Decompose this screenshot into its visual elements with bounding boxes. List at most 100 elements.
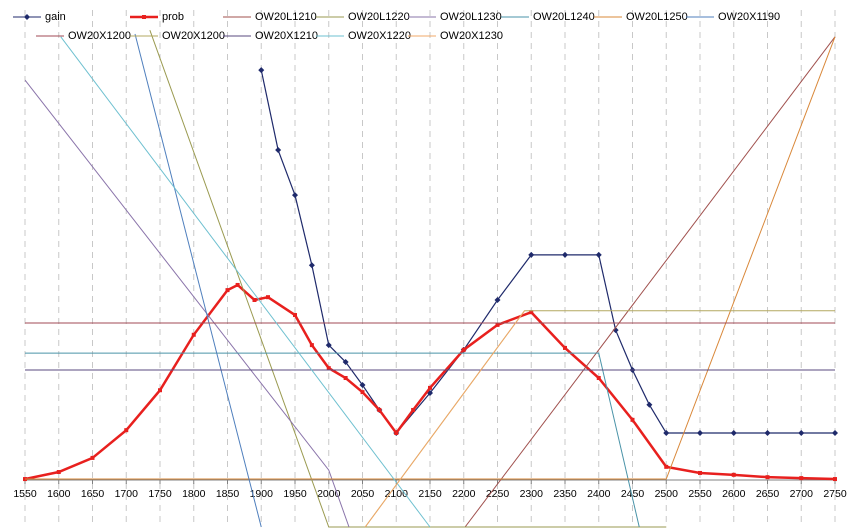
marker: [428, 385, 432, 390]
x-tick-label: 1750: [148, 488, 172, 500]
marker: [730, 430, 737, 436]
marker: [342, 359, 349, 366]
legend-entry: OW20L1240: [501, 11, 595, 23]
marker: [308, 262, 315, 269]
legend-label: OW20L1210: [255, 11, 317, 23]
marker: [343, 376, 348, 381]
marker: [124, 428, 129, 433]
x-tick-label: 1650: [81, 488, 105, 500]
marker: [258, 67, 265, 74]
legend-label: OW20X1190: [718, 11, 780, 23]
legend-label: OW20X1220: [348, 30, 411, 42]
marker: [235, 282, 240, 287]
marker: [595, 251, 602, 258]
series-line: [60, 36, 431, 528]
marker: [697, 430, 703, 436]
x-tick-label: 2050: [351, 488, 375, 500]
marker: [562, 251, 568, 258]
marker: [596, 376, 601, 381]
marker: [798, 430, 805, 436]
x-tick-label: 2700: [790, 488, 814, 500]
legend-entry: OW20X1220: [316, 30, 411, 42]
x-tick-label: 2300: [520, 488, 544, 500]
marker: [646, 401, 653, 408]
marker: [612, 327, 619, 334]
marker: [461, 347, 466, 352]
x-tick-label: 1950: [283, 488, 307, 500]
marker: [292, 192, 298, 199]
marker: [833, 477, 837, 482]
x-tick-label: 1850: [216, 488, 240, 500]
x-tick-label: 1550: [13, 488, 37, 500]
marker: [832, 430, 838, 436]
x-tick-label: 1600: [47, 488, 71, 500]
series-line: [25, 36, 836, 480]
legend-entry: OW20X1230: [408, 30, 503, 42]
series-line: [464, 36, 836, 528]
marker: [377, 407, 382, 412]
marker: [494, 296, 501, 303]
marker: [495, 322, 500, 327]
legend-entry: OW20X1190: [686, 11, 780, 23]
x-tick-label: 1800: [182, 488, 206, 500]
x-tick-label: 2200: [452, 488, 476, 500]
marker: [663, 430, 670, 436]
series-line: [149, 30, 667, 528]
legend-entry: prob: [130, 11, 184, 23]
marker: [326, 366, 331, 371]
x-tick-label: 1900: [250, 488, 274, 500]
x-tick-label: 2250: [486, 488, 510, 500]
marker: [529, 310, 534, 315]
marker: [528, 251, 535, 258]
marker: [90, 455, 95, 460]
legend-entry: OW20L1230: [408, 11, 502, 23]
marker: [664, 464, 669, 469]
legend-entry: OW20X1200: [130, 30, 225, 42]
marker: [799, 476, 804, 481]
marker: [225, 288, 230, 293]
legend-entry: OW20L1220: [316, 11, 410, 23]
marker: [360, 390, 365, 395]
series-line: [25, 352, 640, 528]
marker: [764, 430, 771, 436]
series-line: [25, 283, 836, 481]
marker: [252, 297, 257, 302]
legend-label: OW20X1200: [68, 30, 131, 42]
x-tick-label: 2150: [418, 488, 442, 500]
x-tick-label: 2450: [621, 488, 645, 500]
marker: [394, 431, 399, 435]
marker: [630, 417, 635, 422]
marker: [359, 382, 366, 389]
x-tick-label: 2750: [823, 488, 847, 500]
legend-label: OW20L1240: [533, 11, 595, 23]
legend-label: OW20X1200: [162, 30, 225, 42]
series-line: [25, 79, 350, 528]
marker: [325, 342, 332, 349]
marker: [275, 147, 282, 154]
x-tick-label: 2600: [722, 488, 746, 500]
series-line: [260, 70, 835, 434]
marker: [309, 343, 314, 348]
series-line: [364, 310, 525, 528]
legend-label: OW20X1210: [255, 30, 318, 42]
legend-marker: [24, 14, 30, 20]
legend-label: OW20L1230: [440, 11, 502, 23]
legend-entry: OW20X1210: [223, 30, 318, 42]
legend-entry: OW20L1210: [223, 11, 317, 23]
legend-label: prob: [162, 11, 184, 23]
x-tick-label: 2550: [688, 488, 712, 500]
x-tick-label: 2500: [655, 488, 679, 500]
marker: [765, 475, 770, 480]
x-tick-label: 1700: [115, 488, 139, 500]
marker: [56, 470, 61, 475]
series-line: [134, 33, 262, 528]
x-tick-label: 2350: [553, 488, 577, 500]
marker: [411, 407, 416, 412]
legend-entry: gain: [13, 11, 66, 23]
marker: [191, 332, 196, 337]
marker: [293, 313, 297, 318]
marker: [698, 470, 702, 475]
legend-marker: [142, 15, 146, 19]
marker: [266, 295, 270, 300]
